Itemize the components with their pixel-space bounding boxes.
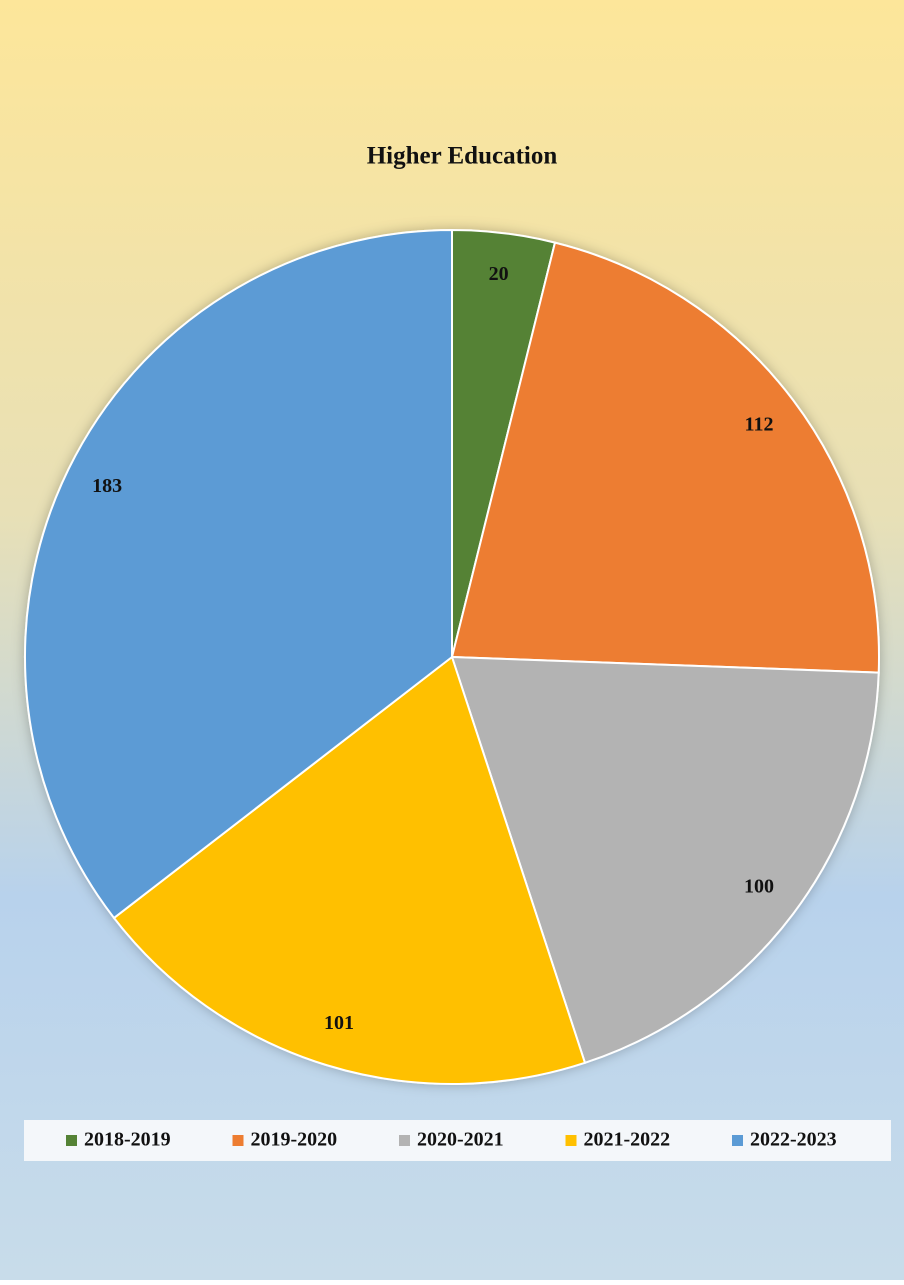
- data-label: 183: [92, 475, 122, 497]
- legend-label: 2018-2019: [84, 1129, 171, 1151]
- chart-title: Higher Education: [367, 143, 558, 170]
- legend-swatch: [66, 1135, 77, 1146]
- pie-slice: [450, 241, 880, 674]
- legend-label: 2019-2020: [251, 1129, 338, 1151]
- legend-swatch: [565, 1135, 577, 1146]
- legend-label: 2020-2021: [417, 1129, 504, 1151]
- legend-label: 2022-2023: [750, 1129, 837, 1151]
- legend-swatch: [232, 1135, 244, 1146]
- pie-slice: [24, 228, 453, 920]
- legend-swatch: [732, 1135, 743, 1146]
- legend-label: 2021-2022: [584, 1129, 671, 1151]
- pie: [24, 228, 880, 1086]
- pie-slice: [450, 655, 880, 1065]
- data-label: 101: [324, 1012, 354, 1034]
- legend: [24, 1120, 891, 1161]
- data-label: 20: [489, 263, 509, 285]
- data-label: 112: [745, 413, 774, 435]
- pie-slice: [112, 655, 587, 1086]
- data-label: 100: [744, 876, 774, 898]
- legend-swatch: [399, 1135, 410, 1146]
